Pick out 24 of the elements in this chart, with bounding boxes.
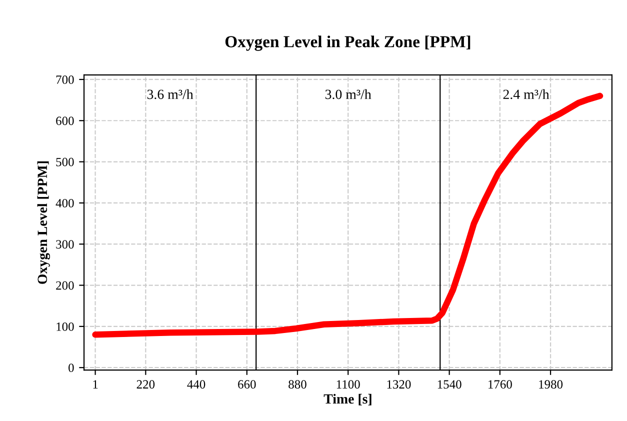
x-axis-title: Time [s] <box>324 394 372 406</box>
y-tick-label: 700 <box>56 75 74 84</box>
chart-title: Oxygen Level in Peak Zone [PPM] <box>225 36 470 51</box>
x-tick-label: 1540 <box>438 380 462 389</box>
y-tick-label: 100 <box>56 322 74 331</box>
x-tick-label: 220 <box>136 380 155 389</box>
x-tick-label: 1320 <box>387 380 411 389</box>
x-tick-label: 880 <box>288 380 306 389</box>
y-tick-label: 200 <box>56 281 74 290</box>
y-tick-label: 400 <box>56 198 74 208</box>
x-tick-label: 1760 <box>488 380 512 389</box>
y-tick-label: 0 <box>68 364 74 372</box>
annotation: 3.6 m³/h <box>147 89 194 100</box>
y-tick-label: 300 <box>56 240 74 249</box>
x-tick-label: 1 <box>93 380 98 388</box>
x-tick-label: 440 <box>187 380 206 389</box>
y-tick-label: 600 <box>56 116 74 126</box>
y-tick-label: 500 <box>56 158 74 166</box>
y-axis-title: Oxygen Level [PPM] <box>37 161 50 284</box>
x-tick-label: 660 <box>238 380 256 389</box>
annotation: 3.0 m³/h <box>325 89 372 100</box>
x-tick-label: 1980 <box>539 380 563 389</box>
x-tick-label: 1100 <box>336 380 360 389</box>
annotation: 2.4 m³/h <box>503 89 550 100</box>
